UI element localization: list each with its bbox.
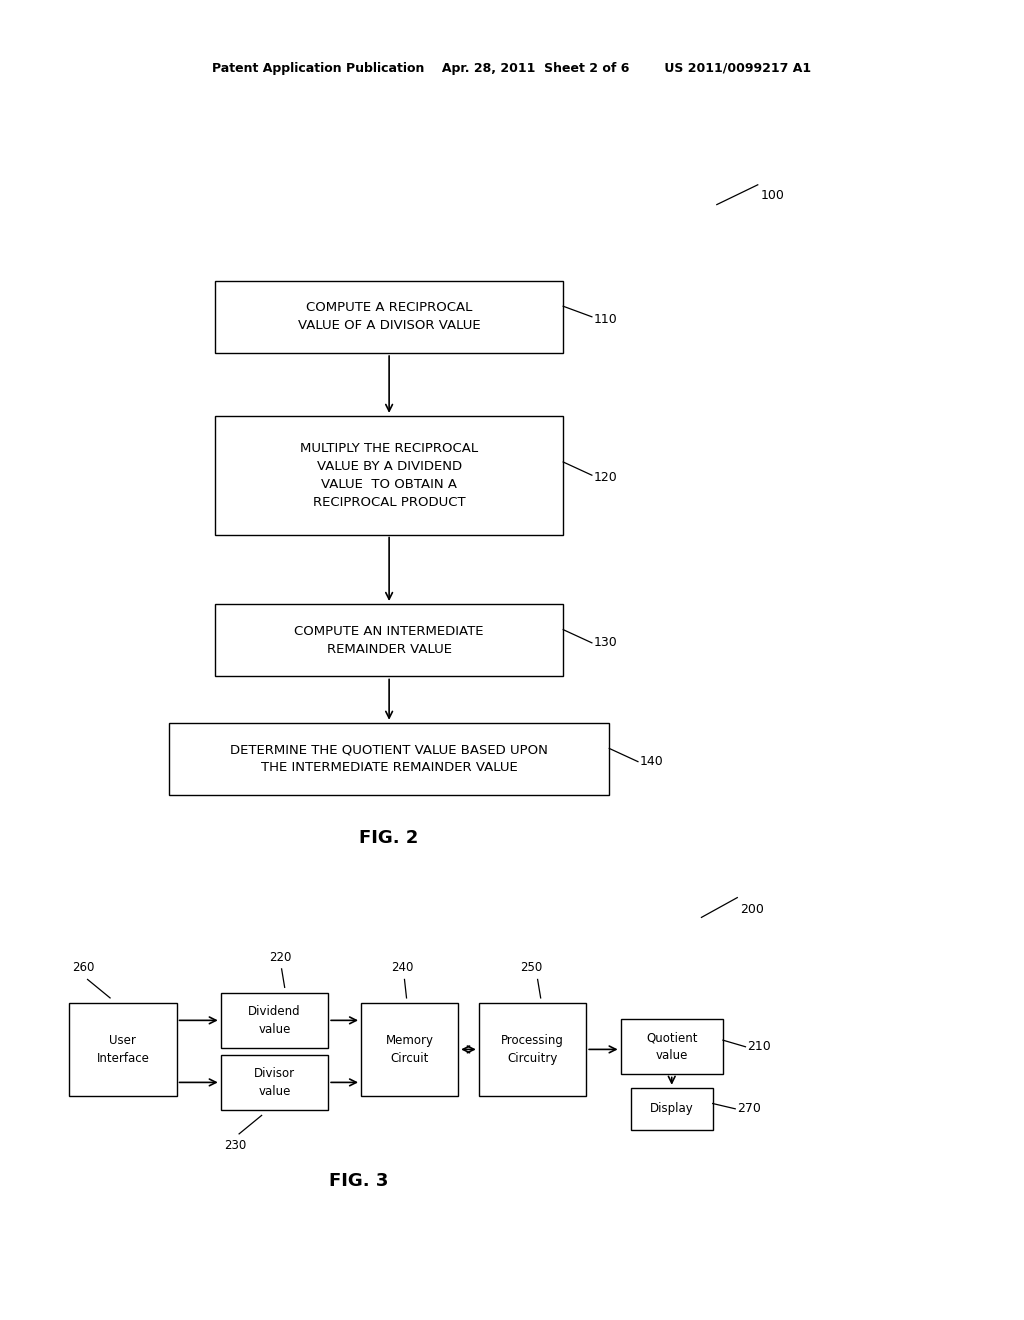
Text: Patent Application Publication    Apr. 28, 2011  Sheet 2 of 6        US 2011/009: Patent Application Publication Apr. 28, … xyxy=(212,62,812,75)
Text: 110: 110 xyxy=(594,313,617,326)
Text: 270: 270 xyxy=(737,1102,761,1115)
Text: 100: 100 xyxy=(761,189,784,202)
Text: FIG. 3: FIG. 3 xyxy=(329,1172,388,1191)
Text: 210: 210 xyxy=(748,1040,771,1053)
Text: 120: 120 xyxy=(594,471,617,484)
Text: User
Interface: User Interface xyxy=(96,1034,150,1065)
Text: 240: 240 xyxy=(391,961,414,974)
Text: 260: 260 xyxy=(72,961,94,974)
FancyBboxPatch shape xyxy=(221,993,328,1048)
FancyBboxPatch shape xyxy=(215,605,563,676)
Text: Dividend
value: Dividend value xyxy=(248,1005,301,1036)
Text: 200: 200 xyxy=(740,903,764,916)
FancyBboxPatch shape xyxy=(221,1055,328,1110)
Text: Divisor
value: Divisor value xyxy=(254,1067,295,1098)
Text: COMPUTE A RECIPROCAL
VALUE OF A DIVISOR VALUE: COMPUTE A RECIPROCAL VALUE OF A DIVISOR … xyxy=(298,301,480,333)
Text: 140: 140 xyxy=(640,755,664,768)
Text: COMPUTE AN INTERMEDIATE
REMAINDER VALUE: COMPUTE AN INTERMEDIATE REMAINDER VALUE xyxy=(294,624,484,656)
Text: Display: Display xyxy=(650,1102,693,1115)
FancyBboxPatch shape xyxy=(631,1088,713,1130)
FancyBboxPatch shape xyxy=(361,1003,459,1096)
FancyBboxPatch shape xyxy=(215,416,563,535)
Text: 230: 230 xyxy=(224,1139,246,1152)
Text: Quotient
value: Quotient value xyxy=(646,1031,697,1063)
FancyBboxPatch shape xyxy=(215,281,563,354)
Text: FIG. 2: FIG. 2 xyxy=(359,829,419,847)
Text: Processing
Circuitry: Processing Circuitry xyxy=(501,1034,564,1065)
Text: Memory
Circuit: Memory Circuit xyxy=(386,1034,433,1065)
Text: DETERMINE THE QUOTIENT VALUE BASED UPON
THE INTERMEDIATE REMAINDER VALUE: DETERMINE THE QUOTIENT VALUE BASED UPON … xyxy=(230,743,548,775)
FancyBboxPatch shape xyxy=(621,1019,723,1074)
Text: MULTIPLY THE RECIPROCAL
VALUE BY A DIVIDEND
VALUE  TO OBTAIN A
RECIPROCAL PRODUC: MULTIPLY THE RECIPROCAL VALUE BY A DIVID… xyxy=(300,442,478,508)
Text: 130: 130 xyxy=(594,636,617,649)
FancyBboxPatch shape xyxy=(70,1003,176,1096)
FancyBboxPatch shape xyxy=(169,722,609,795)
Text: 250: 250 xyxy=(520,961,543,974)
Text: 220: 220 xyxy=(269,950,292,964)
FancyBboxPatch shape xyxy=(479,1003,586,1096)
